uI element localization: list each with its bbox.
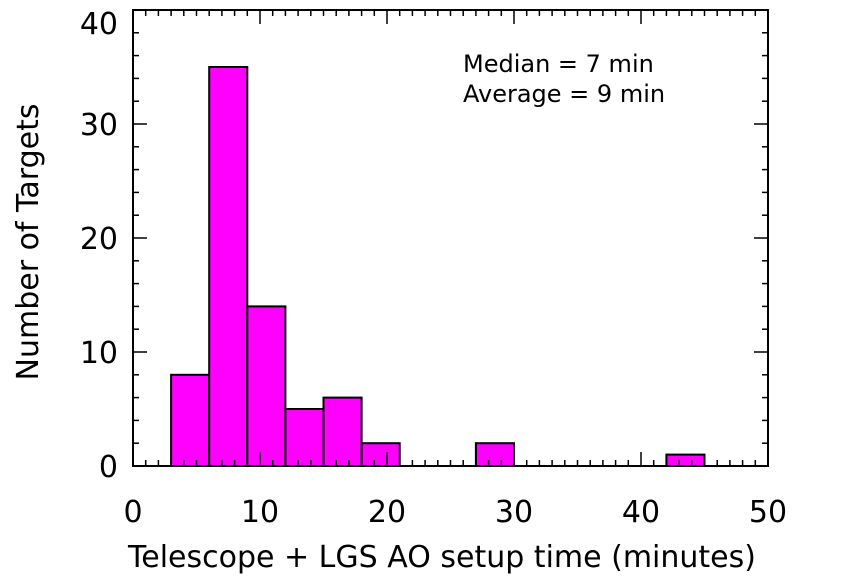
y-tick-label: 20 <box>80 222 118 257</box>
histogram-bar-4 <box>322 396 363 468</box>
y-tick-labels: 0 10 20 30 40 <box>80 7 118 485</box>
x-tick-label: 50 <box>749 495 787 530</box>
median-annotation: Median = 7 min <box>463 50 654 78</box>
x-tick-label: 10 <box>241 495 279 530</box>
y-axis-label: Number of Targets <box>11 104 46 381</box>
x-tick-labels: 0 10 20 30 40 50 <box>123 495 787 530</box>
y-tick-label: 0 <box>99 450 118 485</box>
histogram-bar-5 <box>360 442 401 468</box>
average-annotation: Average = 9 min <box>463 80 665 108</box>
y-tick-label: 10 <box>80 336 118 371</box>
histogram-bars <box>170 66 706 468</box>
histogram-bar-8 <box>474 442 515 468</box>
y-tick-label: 40 <box>80 7 118 42</box>
x-tick-label: 0 <box>123 495 142 530</box>
histogram-bar-3 <box>284 408 325 467</box>
histogram-bar-13 <box>665 453 706 468</box>
histogram-bar-0 <box>170 373 211 467</box>
x-tick-label: 30 <box>495 495 533 530</box>
x-tick-label: 40 <box>622 495 660 530</box>
axis-ticks <box>132 9 769 467</box>
y-tick-label: 30 <box>80 108 118 143</box>
histogram-bar-2 <box>246 305 287 467</box>
x-axis-label: Telescope + LGS AO setup time (minutes) <box>127 540 756 575</box>
x-tick-label: 20 <box>368 495 406 530</box>
histogram-bar-1 <box>208 66 249 467</box>
